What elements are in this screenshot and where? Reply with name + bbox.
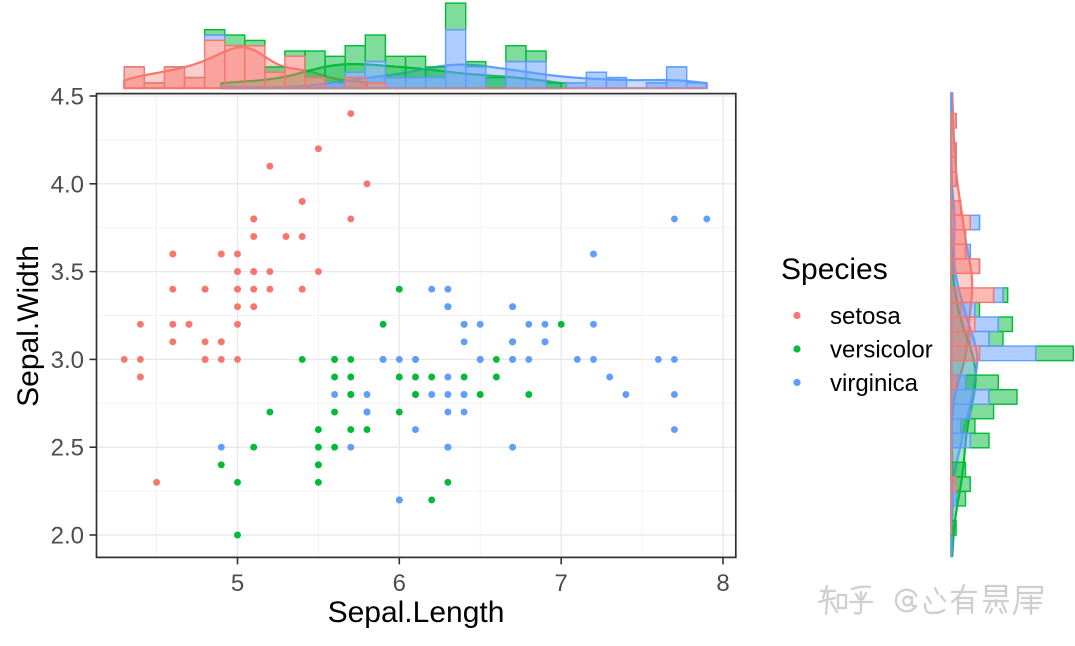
svg-text:2.5: 2.5 <box>51 435 84 462</box>
svg-text:virginica: virginica <box>830 370 919 397</box>
svg-text:4.0: 4.0 <box>51 171 84 198</box>
svg-text:3.5: 3.5 <box>51 259 84 286</box>
svg-text:8: 8 <box>716 570 729 597</box>
svg-text:3.0: 3.0 <box>51 347 84 374</box>
svg-text:versicolor: versicolor <box>830 337 933 364</box>
svg-text:Sepal.Length: Sepal.Length <box>328 596 505 629</box>
svg-text:setosa: setosa <box>830 303 901 330</box>
svg-text:Sepal.Width: Sepal.Width <box>12 245 45 407</box>
svg-text:7: 7 <box>555 570 568 597</box>
svg-text:2.0: 2.0 <box>51 523 84 550</box>
svg-text:Species: Species <box>781 253 888 286</box>
svg-text:6: 6 <box>393 570 406 597</box>
svg-text:4.5: 4.5 <box>51 84 84 111</box>
svg-text:5: 5 <box>231 570 244 597</box>
